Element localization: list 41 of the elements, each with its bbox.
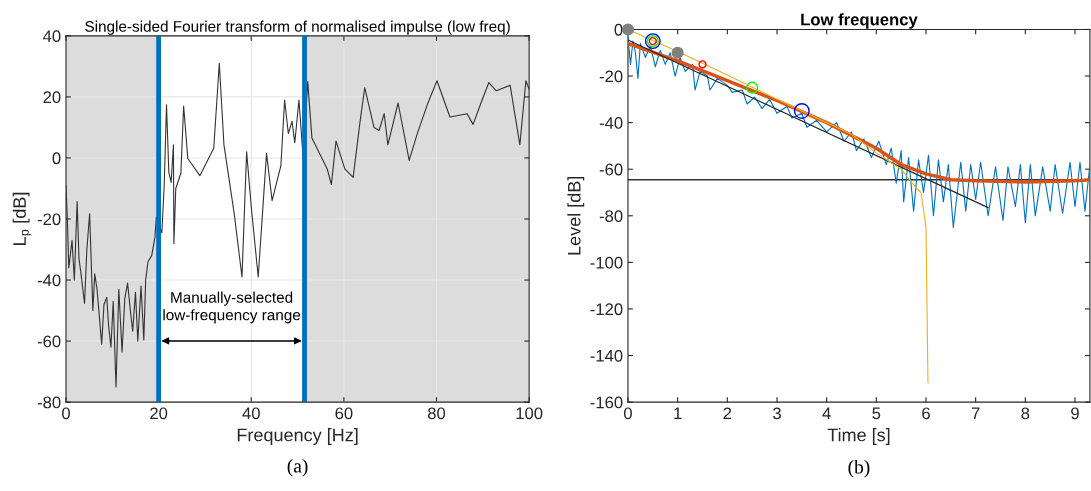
- y-tick-label: -40: [599, 117, 623, 129]
- x-axis-title: Time [s]: [827, 428, 890, 445]
- x-tick-label: 3: [772, 407, 781, 420]
- x-tick-label: 0: [624, 407, 632, 420]
- x-tick-label: 80: [427, 407, 446, 420]
- y-tick-label: -80: [37, 396, 61, 409]
- y-axis-title: L$_{p}$ [dB]: [12, 192, 32, 245]
- x-tick-label: 7: [971, 407, 980, 420]
- x-tick-label: 4: [822, 407, 831, 420]
- y-tick-label: -140: [590, 349, 623, 362]
- x-tick-label: 5: [872, 407, 881, 420]
- annotation: Manually-selected low-frequency range: [163, 291, 301, 324]
- y-tick-label: -40: [37, 274, 61, 287]
- y-tick-label: 0: [52, 152, 61, 165]
- y-tick-label: 20: [43, 91, 61, 104]
- y-tick-label: -60: [37, 335, 61, 348]
- x-tick-label: 100: [516, 407, 543, 420]
- x-tick-label: 60: [335, 407, 353, 420]
- y-tick-label: 40: [42, 30, 61, 43]
- x-axis-title: Frequency [Hz]: [237, 428, 358, 445]
- chart-title: Single-sided Fourier transform of normalised impulse (low freq): [85, 20, 510, 35]
- x-tick-label: 20: [150, 407, 168, 420]
- x-tick-label: 8: [1021, 407, 1030, 420]
- x-tick-label: 6: [922, 407, 930, 420]
- x-tick-label: 2: [723, 407, 732, 420]
- y-tick-label: -20: [599, 70, 623, 83]
- text: (a): [287, 458, 308, 477]
- x-tick-label: 1: [674, 407, 682, 420]
- y-tick-label: 0: [614, 23, 623, 36]
- y-axis-title: Level [dB]: [567, 176, 585, 255]
- y-tick-label: -60: [599, 163, 623, 176]
- y-tick-label: -80: [599, 210, 623, 222]
- x-tick-label: 0: [62, 407, 70, 420]
- text: (b): [848, 459, 870, 478]
- x-tick-label: 9: [1071, 407, 1079, 420]
- x-tick-label: 40: [242, 407, 260, 420]
- y-tick-label: -160: [590, 396, 623, 409]
- chart-title: Low frequency: [801, 13, 918, 29]
- y-tick-label: -20: [37, 213, 61, 226]
- y-tick-label: -120: [590, 303, 623, 316]
- y-tick-label: -100: [590, 256, 623, 269]
